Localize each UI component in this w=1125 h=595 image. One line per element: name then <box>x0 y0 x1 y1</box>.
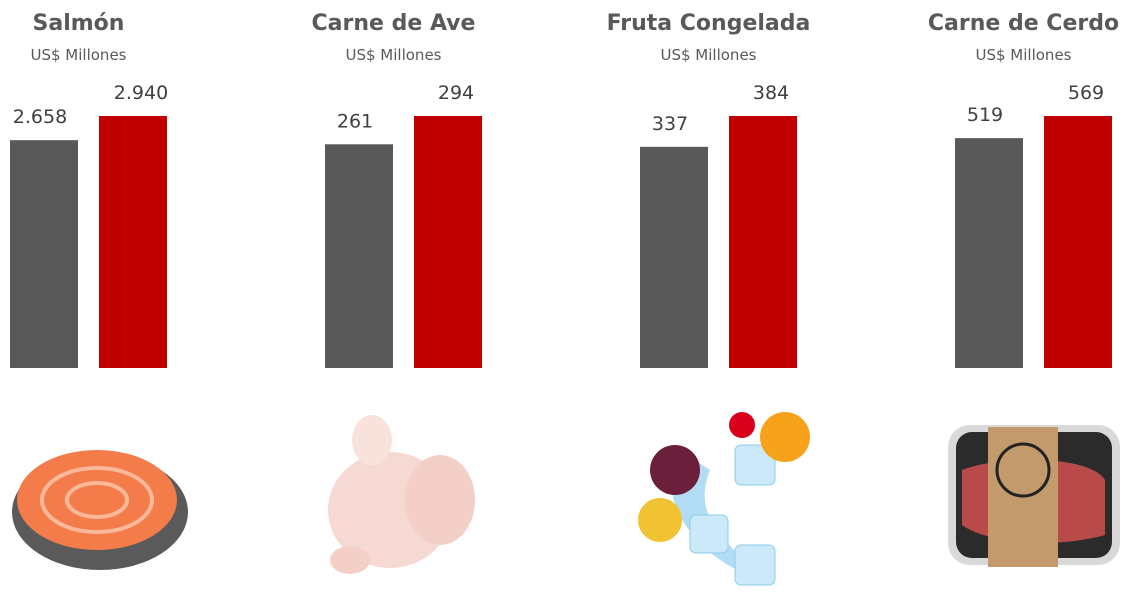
value-label: 2.940 <box>114 82 168 104</box>
value-label: 569 <box>1068 82 1104 104</box>
bar <box>955 138 1023 368</box>
bar <box>729 116 797 368</box>
value-label: 2.658 <box>13 106 67 128</box>
chart-subtitle: US$ Millones <box>31 46 127 64</box>
value-label: 261 <box>337 110 373 132</box>
chart-title: Salmón <box>33 11 125 36</box>
chart-title: Carne de Ave <box>312 11 476 36</box>
bar <box>414 116 482 368</box>
pork-image <box>948 425 1120 567</box>
chicken-image <box>328 415 475 574</box>
fruit-image <box>638 412 810 586</box>
salmon-image <box>12 450 188 570</box>
chart-subtitle: US$ Millones <box>346 46 442 64</box>
chart-title: Fruta Congelada <box>607 11 811 36</box>
value-label: 384 <box>753 82 789 104</box>
chart-subtitle: US$ Millones <box>976 46 1072 64</box>
value-label: 337 <box>652 113 688 135</box>
bar <box>1044 116 1112 368</box>
bar <box>325 144 393 368</box>
bar <box>10 140 78 368</box>
chart-subtitle: US$ Millones <box>661 46 757 64</box>
value-label: 294 <box>438 82 474 104</box>
bar <box>640 146 708 368</box>
chart-title: Carne de Cerdo <box>928 11 1119 36</box>
bar <box>99 116 167 368</box>
value-label: 519 <box>967 104 1003 126</box>
